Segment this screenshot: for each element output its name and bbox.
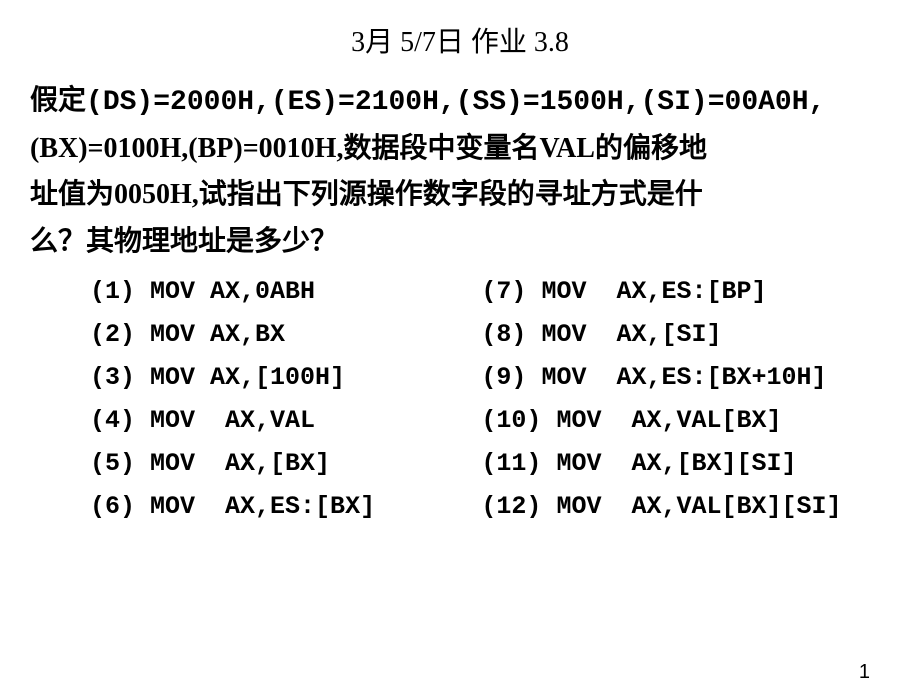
- question-2: (2) MOV AX,BX: [90, 320, 461, 349]
- question-10: (10) MOV AX,VAL[BX]: [481, 406, 890, 435]
- question-4: (4) MOV AX,VAL: [90, 406, 461, 435]
- problem-line2: (BX)=0100H,(BP)=0010H,数据段中变量名VAL的偏移地: [30, 133, 707, 164]
- problem-statement: 假定(DS)=2000H,(ES)=2100H,(SS)=1500H,(SI)=…: [30, 78, 890, 265]
- question-8: (8) MOV AX,[SI]: [481, 320, 890, 349]
- question-5: (5) MOV AX,[BX]: [90, 449, 461, 478]
- question-6: (6) MOV AX,ES:[BX]: [90, 492, 461, 521]
- question-12: (12) MOV AX,VAL[BX][SI]: [481, 492, 890, 521]
- assignment-title: 3月 5/7日 作业 3.8: [30, 20, 890, 60]
- questions-grid: (1) MOV AX,0ABH (7) MOV AX,ES:[BP] (2) M…: [30, 277, 890, 521]
- problem-line1-prefix: 假定: [30, 85, 86, 116]
- question-9: (9) MOV AX,ES:[BX+10H]: [481, 363, 890, 392]
- question-3: (3) MOV AX,[100H]: [90, 363, 461, 392]
- page-number: 1: [859, 661, 870, 684]
- problem-registers: (DS)=2000H,(ES)=2100H,(SS)=1500H,(SI)=00…: [86, 87, 825, 118]
- problem-line3: 址值为0050H,试指出下列源操作数字段的寻址方式是什: [30, 179, 703, 210]
- question-7: (7) MOV AX,ES:[BP]: [481, 277, 890, 306]
- problem-line4: 么？其物理地址是多少？: [30, 226, 338, 257]
- question-11: (11) MOV AX,[BX][SI]: [481, 449, 890, 478]
- question-1: (1) MOV AX,0ABH: [90, 277, 461, 306]
